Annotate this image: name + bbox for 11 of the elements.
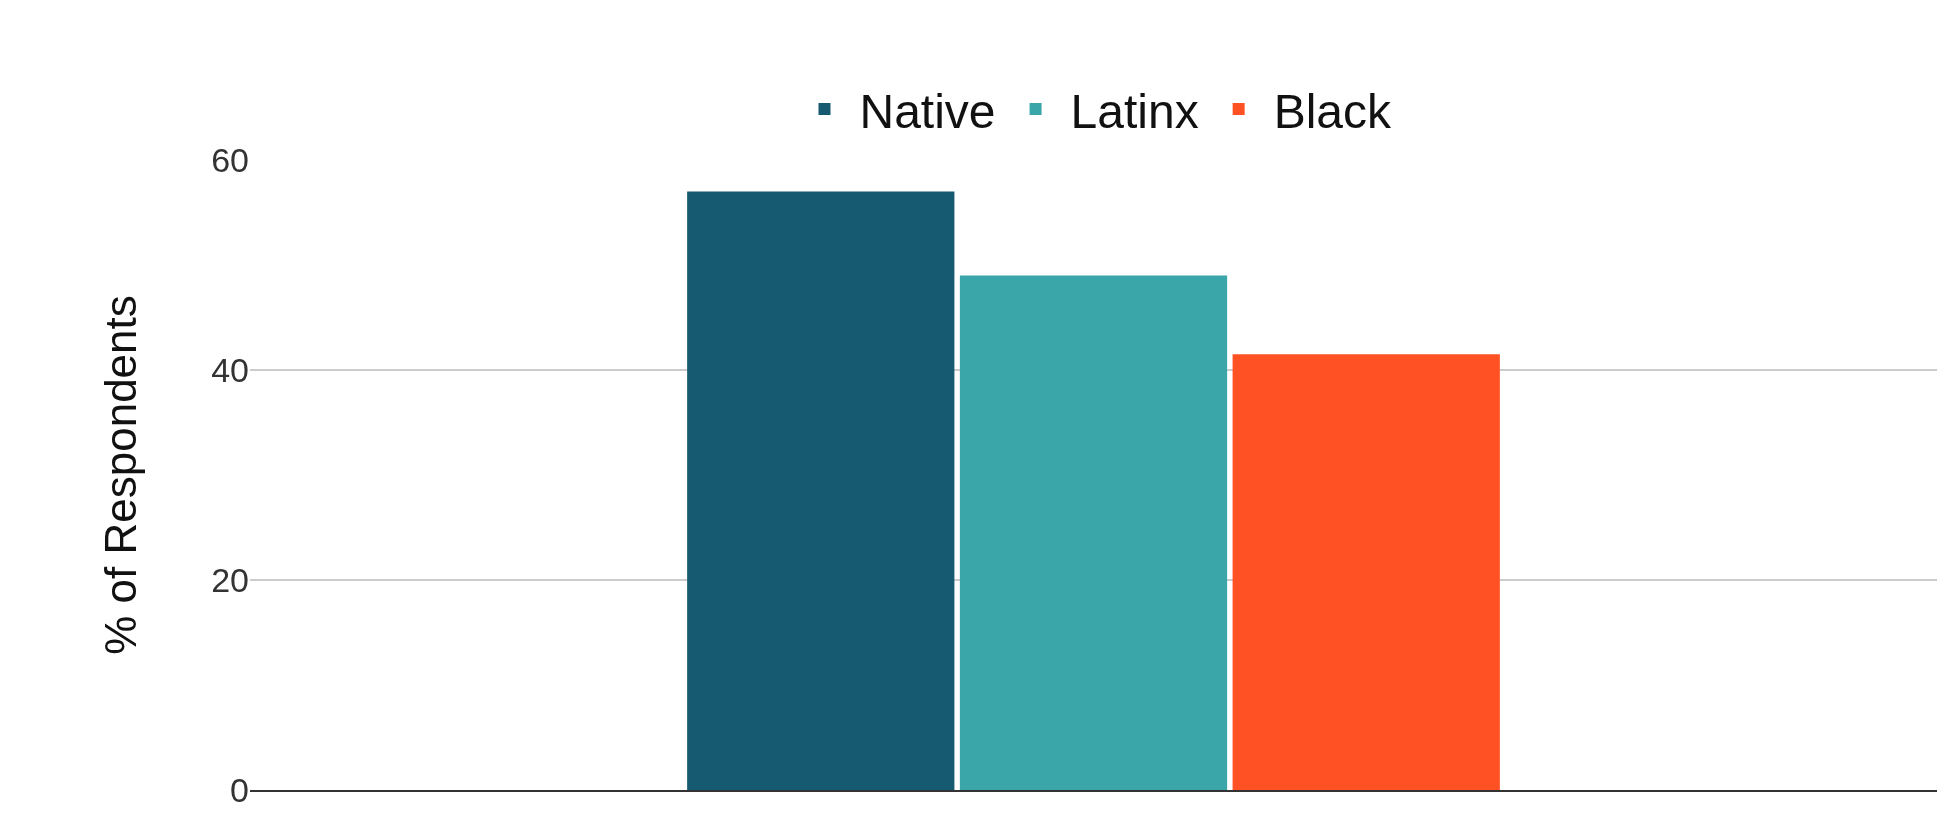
y-tick-label: 20 (211, 560, 249, 599)
y-axis-title: % of Respondents (96, 295, 146, 655)
y-tick-label: 40 (211, 350, 249, 389)
legend-label: Latinx (1070, 84, 1199, 138)
legend-label: Native (859, 84, 996, 138)
bar (1232, 354, 1500, 790)
bar (959, 275, 1228, 790)
bar (687, 191, 955, 790)
legend-label: Black (1273, 84, 1393, 138)
y-tick-label: 60 (211, 140, 249, 179)
y-tick-label: 0 (230, 770, 249, 809)
